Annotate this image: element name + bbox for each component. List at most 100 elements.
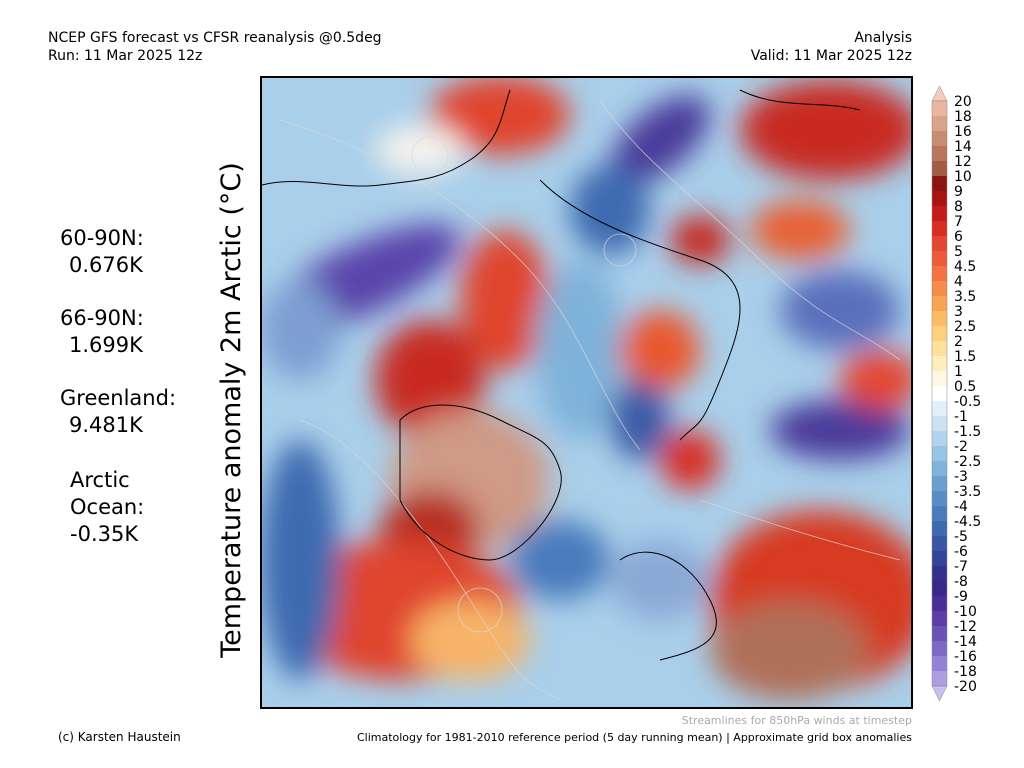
map (261, 77, 912, 708)
map-frame (260, 76, 913, 709)
stat-value: 1.699K (69, 333, 143, 357)
color-swatch (932, 461, 947, 476)
stat: Arctic Ocean: -0.35K (70, 467, 160, 548)
colorbar-label: 18 (954, 109, 972, 125)
color-swatch (932, 611, 947, 626)
colorbar-label: -12 (954, 619, 977, 635)
stat-value: 9.481K (69, 413, 143, 437)
colorbar-label: -2.5 (954, 454, 981, 470)
colorbar-label: -5 (954, 529, 968, 545)
colorbar-label: 12 (954, 154, 972, 170)
colorbar-label: 10 (954, 169, 972, 185)
colorbar-label: 1.5 (954, 349, 976, 365)
colorbar-label: 7 (954, 214, 963, 230)
color-swatch (932, 671, 947, 686)
color-swatch (932, 311, 947, 326)
stat-label: Greenland: (60, 386, 177, 410)
color-swatch (932, 116, 947, 131)
colorbar-label: -1 (954, 409, 968, 425)
color-swatch (931, 685, 948, 702)
color-swatch (932, 431, 947, 446)
color-swatch (932, 236, 947, 251)
colorbar-label: -2 (954, 439, 968, 455)
colorbar-label: -10 (954, 604, 977, 620)
color-swatch (932, 491, 947, 506)
color-swatch (932, 281, 947, 296)
colorbar-label: 3 (954, 304, 963, 320)
stat: Greenland: 9.481K (60, 385, 190, 439)
color-swatch (932, 521, 947, 536)
colorbar-label: 9 (954, 184, 963, 200)
color-swatch (932, 536, 947, 551)
colorbar-label: 8 (954, 199, 963, 215)
run-time: Run: 11 Mar 2025 12z (48, 48, 203, 64)
colorbar-label: 14 (954, 139, 972, 155)
color-swatch (932, 566, 947, 581)
color-swatch (932, 146, 947, 161)
color-swatch (932, 386, 947, 401)
credit: (c) Karsten Haustein (58, 730, 181, 744)
color-swatch (932, 131, 947, 146)
color-swatch (932, 296, 947, 311)
colorbar-label: -4.5 (954, 514, 981, 530)
color-swatch (932, 416, 947, 431)
stat-label: 60-90N: (60, 226, 144, 250)
color-swatch (932, 176, 947, 191)
colorbar-label: -9 (954, 589, 968, 605)
colorbar-label: -3 (954, 469, 968, 485)
color-swatch (932, 326, 947, 341)
stat-value: 0.676K (69, 253, 143, 277)
colorbar-label: -16 (954, 649, 977, 665)
colorbar-label: -8 (954, 574, 968, 590)
color-swatch (932, 626, 947, 641)
color-swatch (932, 656, 947, 671)
colorbar-label: 1 (954, 364, 963, 380)
color-swatch (932, 476, 947, 491)
color-swatch (932, 266, 947, 281)
color-swatch (932, 506, 947, 521)
colorbar-label: -6 (954, 544, 968, 560)
color-swatch (932, 551, 947, 566)
colorbar-label: -20 (954, 679, 977, 695)
color-swatch (932, 206, 947, 221)
colorbar-label: 20 (954, 94, 972, 110)
colorbar-label: -4 (954, 499, 968, 515)
mode: Analysis (854, 30, 912, 46)
colorbar-label: 6 (954, 229, 963, 245)
color-swatch (932, 581, 947, 596)
stat: 60-90N: 0.676K (60, 225, 190, 279)
axis-label: Temperature anomaly 2m Arctic (°C) (216, 162, 247, 659)
colorbar-label: 3.5 (954, 289, 976, 305)
anomaly-field (261, 77, 912, 700)
colorbar-label: -7 (954, 559, 968, 575)
title: NCEP GFS forecast vs CFSR reanalysis @0.… (48, 30, 382, 46)
color-swatch (932, 251, 947, 266)
colorbar-label: -0.5 (954, 394, 981, 410)
colorbar-label: 5 (954, 244, 963, 260)
color-swatch (932, 221, 947, 236)
stat-label: Arctic Ocean: (70, 468, 145, 519)
colorbar-label: 0.5 (954, 379, 976, 395)
valid-time: Valid: 11 Mar 2025 12z (750, 48, 912, 64)
coastlines (261, 89, 861, 661)
color-swatch (932, 341, 947, 356)
stat: 66-90N: 1.699K (60, 305, 190, 359)
colorbar: 201816141210987654.543.532.521.510.5-0.5… (931, 85, 981, 702)
color-swatch (932, 641, 947, 656)
colorbar-label: 4.5 (954, 259, 976, 275)
colorbar-label: 2 (954, 334, 963, 350)
colorbar-label: -1.5 (954, 424, 981, 440)
color-swatch (931, 85, 948, 102)
streamline-note: Streamlines for 850hPa winds at timestep (682, 714, 912, 727)
color-swatch (932, 161, 947, 176)
colorbar-label: 16 (954, 124, 972, 140)
color-swatch (932, 371, 947, 386)
streamlines (279, 99, 901, 701)
color-swatch (932, 401, 947, 416)
color-swatch (932, 101, 947, 116)
colorbar-label: -14 (954, 634, 977, 650)
colorbar-label: 4 (954, 274, 963, 290)
colorbar-label: -18 (954, 664, 977, 680)
